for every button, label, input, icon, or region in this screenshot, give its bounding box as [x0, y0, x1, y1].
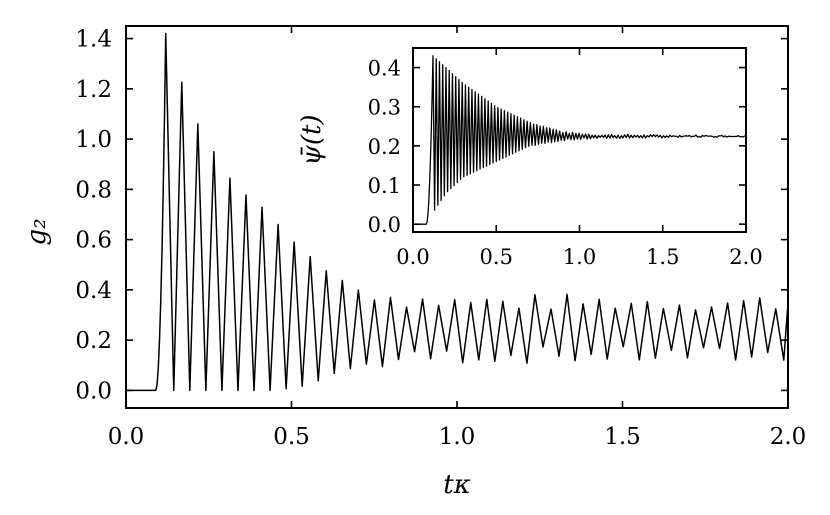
- main-x-tick-label: 1.0: [439, 424, 476, 450]
- main-y-axis-label: g₂: [22, 218, 52, 245]
- main-x-tick-label: 0.0: [108, 424, 145, 450]
- inset-background: [413, 48, 746, 232]
- main-x-tick-label: 1.5: [604, 424, 641, 450]
- inset-x-tick-label: 2.0: [729, 245, 762, 269]
- inset-y-tick-label: 0.2: [368, 135, 401, 159]
- inset-x-tick-label: 0.5: [480, 245, 513, 269]
- main-series-line: [126, 32, 789, 392]
- inset-x-tick-label: 1.5: [646, 245, 679, 269]
- inset-tick-labels: 0.0 0.5 1.0 1.5 2.0 0.0 0.1 0.2 0.3 0.4: [368, 57, 763, 269]
- main-y-tick-label: 1.0: [75, 127, 112, 153]
- main-y-tick-label: 0.0: [75, 378, 112, 404]
- main-x-tick-label: 0.5: [273, 424, 310, 450]
- main-tick-labels: 0.0 0.5 1.0 1.5 2.0 0.0 0.2 0.4 0.6 0.8 1.0 1.2 1.4: [75, 27, 806, 450]
- inset-y-tick-label: 0.0: [368, 213, 401, 237]
- inset-y-tick-label: 0.4: [368, 57, 401, 81]
- inset-axes-frame: [412, 47, 747, 233]
- inset-y-tick-label: 0.3: [368, 96, 401, 120]
- main-axes-frame: [125, 25, 789, 409]
- main-y-tick-label: 0.8: [75, 177, 112, 203]
- main-axes: 0.0 0.5 1.0 1.5 2.00.00.20.40.60.81.01.21.4 …: [22, 25, 806, 500]
- main-y-tick-label: 1.4: [75, 27, 112, 53]
- main-x-axis-label: tκ: [443, 470, 471, 500]
- main-ticks: [125, 26, 789, 408]
- inset-x-tick-label: 1.0: [563, 245, 596, 269]
- inset-series-line: [413, 55, 747, 225]
- main-y-tick-label: 0.4: [75, 278, 112, 304]
- main-y-tick-label: 0.6: [75, 228, 112, 254]
- inset-axes: 0.0 0.5 1.0 1.5 2.0 0.0 0.1 0.2 0.3 0.4 ψ̄(t): [297, 47, 763, 269]
- inset-y-tick-label: 0.1: [368, 174, 401, 198]
- main-y-tick-label: 1.2: [75, 77, 112, 103]
- main-x-tick-label: 2.0: [770, 424, 807, 450]
- main-y-tick-label: 0.2: [75, 328, 112, 354]
- inset-y-axis-label: ψ̄(t): [297, 114, 327, 165]
- inset-x-tick-label: 0.0: [396, 245, 429, 269]
